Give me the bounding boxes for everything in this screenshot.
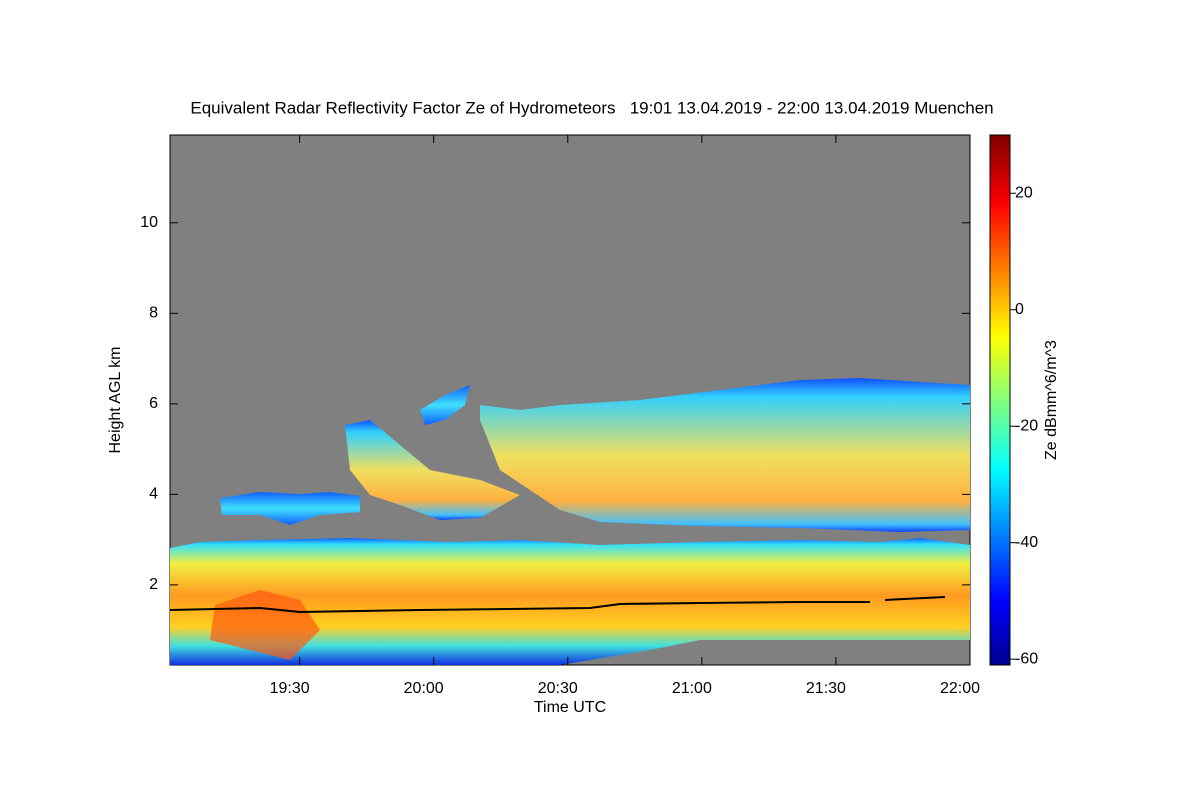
x-tick-label: 20:30 <box>538 680 578 697</box>
x-axis-label: Time UTC <box>534 699 606 716</box>
colorbar-tick-label: -40 <box>1015 534 1038 551</box>
chart-title: Equivalent Radar Reflectivity Factor Ze … <box>190 98 993 117</box>
x-tick-label: 22:00 <box>940 680 980 697</box>
x-tick-label: 19:30 <box>270 680 310 697</box>
colorbar-tick-label: -60 <box>1015 650 1038 667</box>
colorbar <box>989 134 1011 666</box>
colorbar-tick-label: -20 <box>1015 417 1038 434</box>
x-tick-label: 21:00 <box>672 680 712 697</box>
reflectivity-field <box>170 378 970 665</box>
x-tick-label: 21:30 <box>806 680 846 697</box>
y-tick-label: 4 <box>149 486 158 503</box>
y-tick-label: 2 <box>149 576 158 593</box>
y-tick-label: 6 <box>149 395 158 412</box>
colorbar-tick-label: 0 <box>1015 301 1024 318</box>
colorbar-tick-label: 20 <box>1015 184 1033 201</box>
x-tick-label: 20:00 <box>404 680 444 697</box>
colorbar-label: Ze dBmm^6/m^3 <box>1043 340 1060 460</box>
y-tick-label: 8 <box>149 305 158 322</box>
y-tick-label: 10 <box>140 214 158 231</box>
axes: 19:30 20:00 20:30 21:00 21:30 22:00 2 4 6 8 10 -60 -… <box>140 135 1038 697</box>
y-axis-label: Height AGL km <box>107 346 124 453</box>
